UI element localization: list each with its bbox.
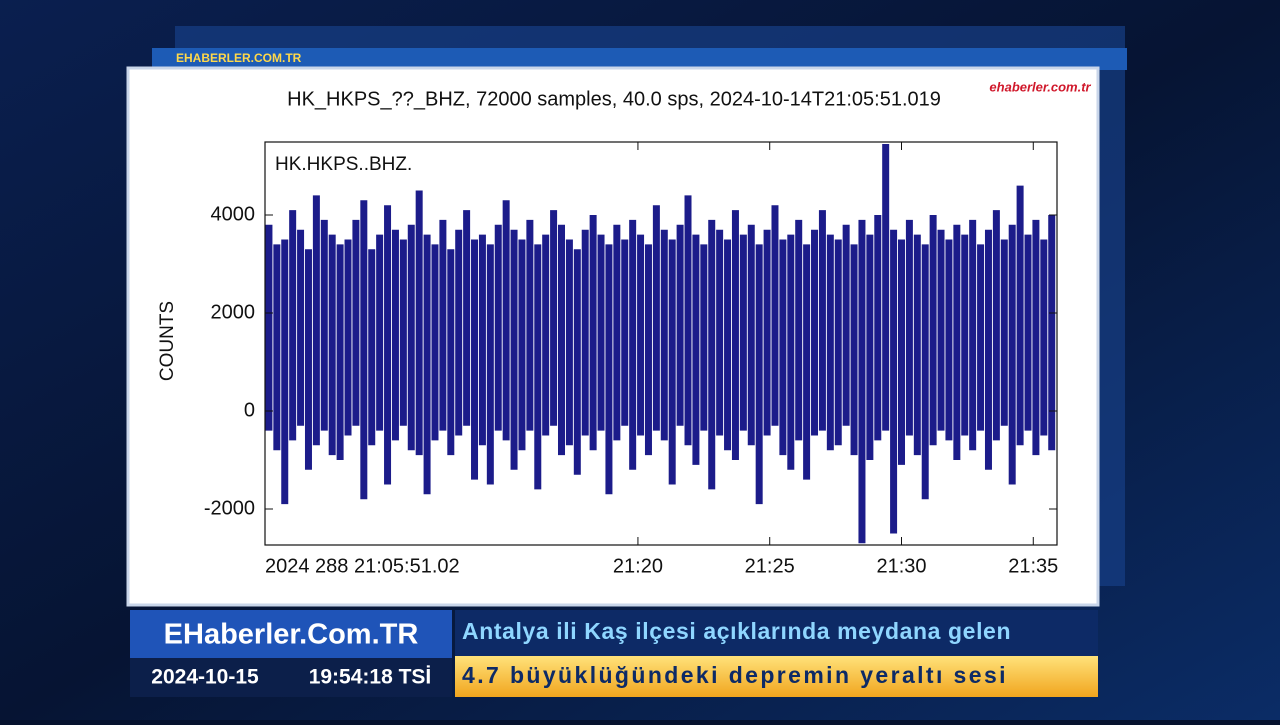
chart-title: HK_HKPS_??_BHZ, 72000 samples, 40.0 sps,… bbox=[287, 88, 941, 110]
watermark: ehaberler.com.tr bbox=[989, 79, 1091, 94]
y-tick-label: 0 bbox=[244, 399, 255, 421]
headline-top-box bbox=[455, 610, 1098, 656]
headline-bottom-box bbox=[455, 656, 1098, 697]
y-tick-label: 2000 bbox=[211, 301, 256, 323]
y-axis-label: COUNTS bbox=[157, 301, 178, 381]
logo: EHABERLER.COM.TR bbox=[176, 51, 302, 65]
logo-strip bbox=[152, 48, 1127, 70]
x-tick-label: 21:20 bbox=[613, 555, 663, 577]
y-tick-label: -2000 bbox=[204, 497, 255, 519]
date: 2024-10-15 bbox=[151, 666, 259, 689]
y-tick-label: 4000 bbox=[211, 203, 256, 225]
trace-label: HK.HKPS..BHZ. bbox=[275, 154, 412, 175]
datetime-box bbox=[130, 658, 452, 697]
brand-box bbox=[130, 610, 452, 658]
plot-frame bbox=[264, 141, 1058, 546]
plot bbox=[265, 143, 1056, 544]
x-tick-label: 2024 288 21:05:51.02 bbox=[265, 555, 460, 577]
x-tick-label: 21:30 bbox=[876, 555, 926, 577]
x-tick-label: 21:35 bbox=[1008, 555, 1058, 577]
brand: EHaberler.Com.TR bbox=[164, 619, 419, 651]
time: 19:54:18 TSİ bbox=[309, 666, 432, 689]
headline-line: Antalya ili Kaş ilçesi açıklarında meyda… bbox=[462, 618, 1011, 644]
headline-line: 4.7 büyüklüğündeki depremin yeraltı sesi bbox=[462, 662, 1008, 688]
x-tick-label: 21:25 bbox=[745, 555, 795, 577]
